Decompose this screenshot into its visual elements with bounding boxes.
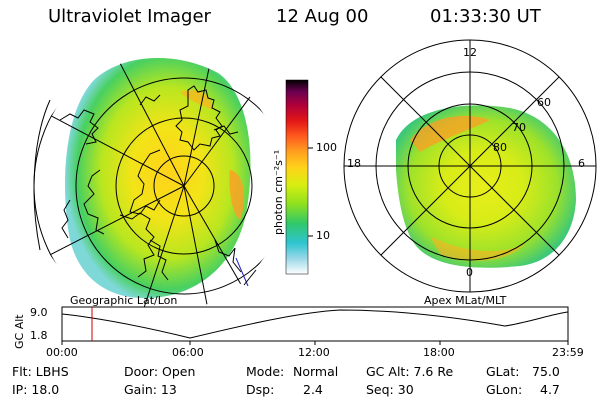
dsp-label: Dsp: bbox=[246, 382, 275, 397]
altitude-xtick: 06:00 bbox=[172, 346, 204, 359]
altitude-curve bbox=[61, 309, 569, 339]
altitude-xtick: 00:00 bbox=[46, 346, 78, 359]
mlat-label-70: 70 bbox=[512, 121, 526, 134]
glon-label: GLon: bbox=[486, 382, 523, 397]
mlt-label-12: 12 bbox=[463, 46, 477, 59]
colorbar-tick-100: 100 bbox=[316, 141, 337, 154]
altitude-xtick: 23:59 bbox=[552, 346, 584, 359]
right-panel-caption: Apex MLat/MLT bbox=[424, 294, 507, 307]
ip-readout: IP: 18.0 bbox=[12, 382, 60, 397]
mlat-label-60: 60 bbox=[537, 96, 551, 109]
colorbar-unit-label: photon cm⁻²s⁻¹ bbox=[272, 149, 285, 235]
altitude-xtick: 18:00 bbox=[423, 346, 455, 359]
dsp-value: 2.4 bbox=[303, 382, 323, 397]
glat-value: 75.0 bbox=[532, 364, 560, 379]
glon-value: 4.7 bbox=[540, 382, 560, 397]
mode-label: Mode: bbox=[246, 364, 285, 379]
filter-readout: Flt: LBHS bbox=[12, 364, 69, 379]
altitude-ytick-min: 1.8 bbox=[30, 329, 48, 342]
mlt-label-0: 0 bbox=[466, 266, 473, 279]
glat-label: GLat: bbox=[486, 364, 520, 379]
aurora-image-left bbox=[65, 58, 251, 299]
colorbar-tick-10: 10 bbox=[316, 229, 330, 242]
mlt-label-6: 6 bbox=[578, 157, 585, 170]
magnetic-polar-panel bbox=[343, 39, 597, 293]
mlat-label-80: 80 bbox=[493, 141, 507, 154]
colorbar bbox=[285, 79, 313, 275]
left-panel-caption: Geographic Lat/Lon bbox=[70, 294, 178, 307]
mode-value: Normal bbox=[293, 364, 339, 379]
altitude-ylabel: GC Alt bbox=[13, 314, 26, 349]
header-time: 01:33:30 UT bbox=[430, 6, 541, 27]
geographic-map-panel bbox=[33, 58, 286, 314]
seq-readout: Seq: 30 bbox=[366, 382, 414, 397]
door-readout: Door: Open bbox=[124, 364, 196, 379]
app-title: Ultraviolet Imager bbox=[48, 6, 211, 27]
coastlines bbox=[59, 85, 242, 281]
altitude-ytick-max: 9.0 bbox=[30, 306, 48, 319]
altitude-plot bbox=[61, 306, 569, 345]
gc-alt-readout: GC Alt: 7.6 Re bbox=[366, 364, 454, 379]
header-date: 12 Aug 00 bbox=[276, 6, 369, 27]
mlt-label-18: 18 bbox=[347, 157, 361, 170]
altitude-xtick: 12:00 bbox=[298, 346, 330, 359]
gain-readout: Gain: 13 bbox=[124, 382, 177, 397]
